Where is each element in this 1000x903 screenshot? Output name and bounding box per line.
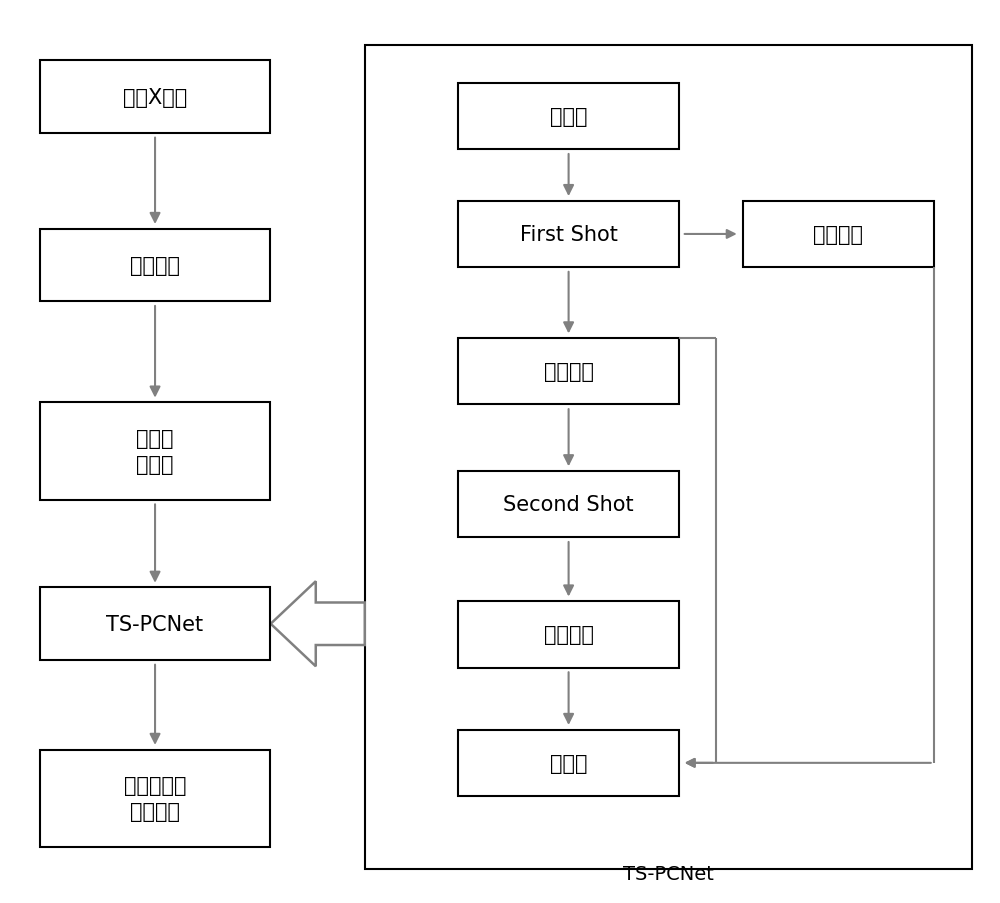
FancyBboxPatch shape	[458, 201, 679, 268]
Text: 牙齿X光片: 牙齿X光片	[123, 88, 187, 107]
FancyBboxPatch shape	[458, 601, 679, 668]
Polygon shape	[271, 582, 365, 666]
FancyBboxPatch shape	[743, 201, 934, 268]
Text: First Shot: First Shot	[520, 225, 618, 245]
Text: 牙周炎辅助
诊断结果: 牙周炎辅助 诊断结果	[124, 775, 186, 822]
FancyBboxPatch shape	[458, 471, 679, 538]
Text: 患病程度: 患病程度	[544, 625, 594, 645]
Text: 数据增强: 数据增强	[130, 256, 180, 275]
Text: Second Shot: Second Shot	[503, 495, 634, 515]
FancyBboxPatch shape	[40, 403, 270, 500]
FancyBboxPatch shape	[40, 61, 270, 134]
Text: 健康牙齿: 健康牙齿	[813, 225, 863, 245]
Text: 样本均
衡处理: 样本均 衡处理	[136, 428, 174, 475]
FancyBboxPatch shape	[365, 46, 972, 870]
Text: 输出端: 输出端	[550, 753, 587, 773]
Text: TS-PCNet: TS-PCNet	[623, 864, 714, 883]
FancyBboxPatch shape	[40, 749, 270, 847]
Text: 输入端: 输入端	[550, 107, 587, 127]
FancyBboxPatch shape	[458, 339, 679, 405]
Text: TS-PCNet: TS-PCNet	[106, 614, 204, 634]
FancyBboxPatch shape	[40, 588, 270, 660]
FancyBboxPatch shape	[40, 229, 270, 302]
Text: 患病牙齿: 患病牙齿	[544, 362, 594, 382]
FancyBboxPatch shape	[458, 730, 679, 796]
FancyBboxPatch shape	[458, 84, 679, 150]
